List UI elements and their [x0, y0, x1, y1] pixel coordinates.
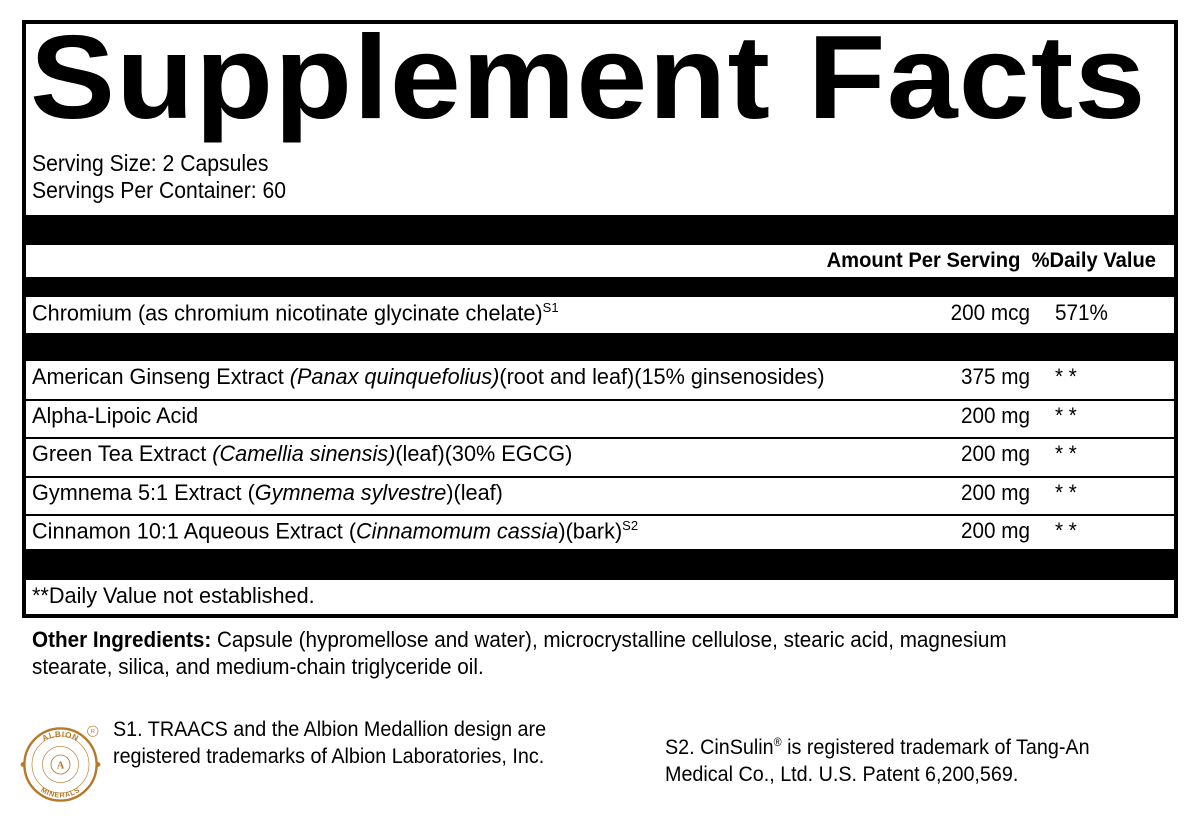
- svg-text:R: R: [91, 729, 95, 735]
- svg-text:A: A: [57, 760, 65, 771]
